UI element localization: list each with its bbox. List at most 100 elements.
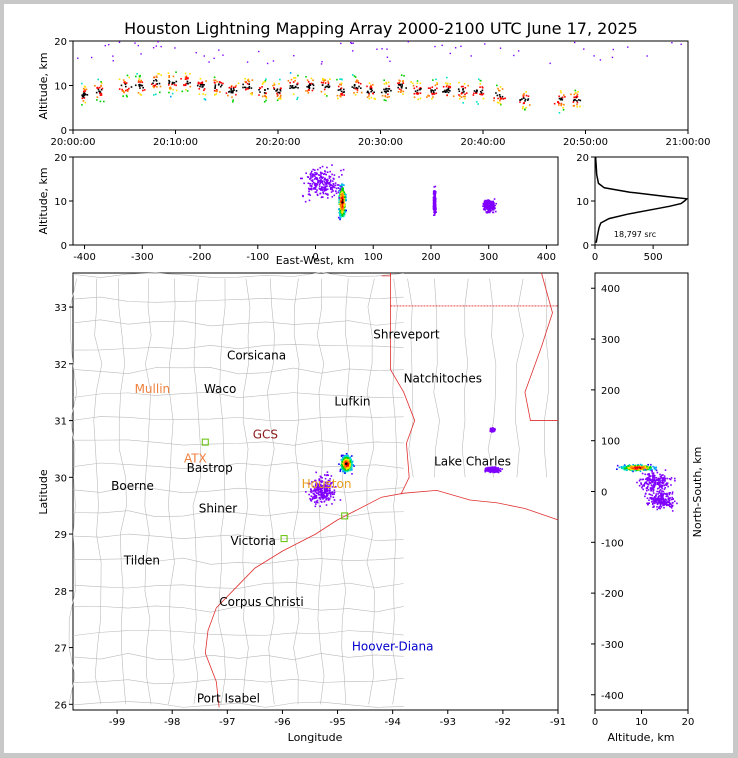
time-altitude-source xyxy=(355,87,358,90)
time-altitude-source xyxy=(482,97,485,100)
map-source xyxy=(347,457,350,460)
time-altitude-source xyxy=(277,97,280,100)
altitude-ns-source xyxy=(665,503,668,506)
ew-altitude-source xyxy=(318,179,320,182)
ew-altitude-source xyxy=(492,205,495,208)
time-altitude-source xyxy=(203,55,205,57)
altitude-ns-source xyxy=(661,481,663,484)
time-altitude-source xyxy=(462,85,464,88)
altitude-ns-source xyxy=(632,465,635,468)
altitude-ns-source xyxy=(664,477,666,480)
time-altitude-source xyxy=(171,92,174,95)
ew-altitude-source xyxy=(339,214,341,217)
map-source xyxy=(350,462,353,465)
time-altitude-source xyxy=(527,95,530,98)
map-source xyxy=(340,467,343,469)
county-line xyxy=(167,278,176,705)
altitude-ns-source xyxy=(643,482,646,485)
map-source xyxy=(310,491,313,494)
ew-altitude-source xyxy=(301,177,303,180)
time-altitude-source xyxy=(368,95,370,97)
state-border-la-ms xyxy=(524,272,558,421)
map-source xyxy=(323,491,325,494)
county-line xyxy=(72,629,404,636)
altitude-ns-source xyxy=(655,476,658,479)
ew-altitude-source xyxy=(340,186,343,189)
ew-altitude-source xyxy=(342,207,344,210)
ew-altitude-source xyxy=(492,208,495,211)
altitude-ns-source xyxy=(653,474,655,476)
time-altitude-source xyxy=(154,93,157,96)
time-altitude-source xyxy=(385,81,388,84)
map-ytick-label: 26 xyxy=(54,700,67,711)
altitude-ns-source xyxy=(629,467,632,470)
time-altitude-source xyxy=(373,97,376,100)
map-source xyxy=(345,456,348,459)
time-altitude-source xyxy=(100,84,103,87)
time-altitude-source xyxy=(521,98,523,100)
ew-altitude-source xyxy=(323,173,325,176)
altitude-ns-source xyxy=(646,485,649,488)
time-altitude-source xyxy=(558,111,561,114)
map-source xyxy=(501,468,504,470)
time-altitude-source xyxy=(139,74,141,77)
altitude-ns-source xyxy=(658,500,660,503)
time-altitude-source xyxy=(278,91,281,94)
altitude-ns-source xyxy=(649,487,652,489)
map-source xyxy=(333,491,336,494)
ew-altitude-source xyxy=(340,197,343,199)
county-line xyxy=(93,278,103,705)
ew-altitude-source xyxy=(337,191,340,194)
time-altitude-source xyxy=(99,91,102,93)
ew-altitude-source xyxy=(485,211,488,213)
ew-altitude-source xyxy=(340,193,343,195)
map-source xyxy=(329,487,331,490)
ew-altitude-source xyxy=(338,195,340,198)
ew-altitude-source xyxy=(340,206,342,209)
altitude-ns-source xyxy=(669,478,672,481)
time-altitude-source xyxy=(242,83,244,86)
time-altitude-source xyxy=(213,89,216,92)
map-source xyxy=(350,464,353,466)
time-altitude-source xyxy=(230,88,233,91)
altitude-ns-source xyxy=(649,479,652,482)
altitude-ns-source xyxy=(646,487,649,490)
altitude-ns-source xyxy=(639,467,642,470)
ew-altitude-source xyxy=(343,203,346,206)
altitude-ns-source xyxy=(660,476,663,479)
altitude-ns-source xyxy=(642,478,645,481)
time-altitude-source xyxy=(96,96,99,98)
time-altitude-source xyxy=(275,90,277,92)
time-altitude-source xyxy=(312,84,315,87)
map-source xyxy=(347,459,349,461)
time-altitude-source xyxy=(159,85,162,88)
altitude-ns-source xyxy=(659,503,662,505)
altitude-ns-source xyxy=(653,505,655,507)
altitude-ns-source xyxy=(657,495,660,498)
ew-altitude-source xyxy=(321,186,323,189)
ew-altitude-source xyxy=(343,191,346,194)
ew-altitude-source xyxy=(331,189,334,191)
map-source xyxy=(319,498,322,500)
time-altitude-xtick-label: 21:00:00 xyxy=(666,137,711,148)
ew-altitude-source xyxy=(340,205,343,208)
ew-altitude-source xyxy=(331,196,334,198)
time-altitude-source xyxy=(82,90,85,93)
ew-altitude-source xyxy=(494,204,496,207)
place-label: Victoria xyxy=(230,534,276,548)
altitude-ns-source xyxy=(662,477,665,480)
time-altitude-source xyxy=(479,93,481,95)
map-source xyxy=(327,481,330,483)
map-source xyxy=(326,488,329,490)
time-altitude-source xyxy=(573,98,576,101)
ew-altitude-source xyxy=(323,188,325,191)
time-altitude-source xyxy=(528,104,531,106)
time-altitude-source xyxy=(307,92,310,94)
ew-altitude-source xyxy=(433,202,435,205)
time-altitude-source xyxy=(169,88,171,90)
map-source xyxy=(325,498,327,501)
map-xlabel: Longitude xyxy=(288,731,343,744)
place-label: Bastrop xyxy=(187,461,233,475)
time-altitude-source xyxy=(296,82,299,85)
ew-altitude-source xyxy=(345,209,347,212)
